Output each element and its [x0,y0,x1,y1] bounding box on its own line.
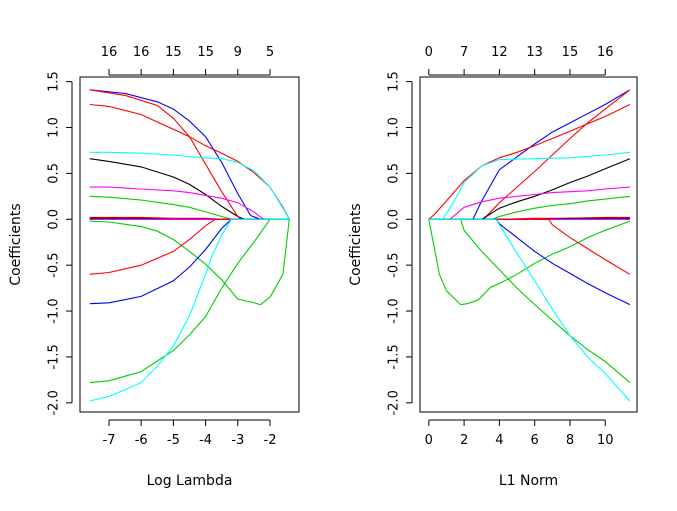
chart-0-y-tick-label: 1.0 [47,117,62,138]
chart-1-series-line-0 [428,89,631,220]
chart-1-x-tick-label: 10 [597,433,614,448]
chart-1-series-line-4 [428,158,631,220]
chart-1-y-tick-label: 1.0 [387,117,402,138]
chart-1-x-tick-label: 8 [566,433,574,448]
chart-1-y-tick-label: 0.0 [387,209,402,230]
chart-1-plot-frame [419,76,638,413]
chart-1-series-line-1 [428,89,631,220]
chart-1-series-line-6 [428,195,630,220]
chart-0-y-tick-label: -1.0 [47,298,62,323]
chart-0-top-tick-label: 9 [234,45,242,60]
chart-1-y-tick-label: -1.0 [387,298,402,323]
chart-1-top-tick-label: 16 [597,45,614,60]
chart-0-y-tick-label: 0.0 [47,209,62,230]
chart-1-top-tick-label: 13 [526,45,543,60]
chart-1-x-tick-label: 4 [495,433,503,448]
chart-1-series-line-14 [428,218,631,384]
chart-1-x-tick-label: 6 [531,433,539,448]
chart-0-series-line-2 [89,89,290,220]
right-chart-panel: 0 2 4 6 8 10 0 7 12 13 15 16 -2.0 -1.5 -1.0 -0.5 0.0 0.5 1… [348,45,638,489]
chart-1-top-tick-label: 12 [491,45,508,60]
chart-0-top-tick-label: 15 [197,45,214,60]
chart-0-series-line-4 [89,151,290,220]
chart-0-top-tick-label: 16 [101,45,118,60]
chart-0-series-line-14 [89,218,290,384]
chart-0-series-group [89,89,290,402]
chart-1-top-tick-label: 15 [562,45,579,60]
chart-1-y-axis-title: Coefficients [348,203,364,285]
chart-0-x-axis-title: Log Lambda [147,473,233,489]
chart-1-series-line-12 [428,218,631,275]
chart-0-top-tick-label: 5 [266,45,274,60]
chart-1-series-line-15 [428,218,631,402]
chart-1-y-tick-label: -1.5 [387,344,402,369]
left-chart-panel: -7 -6 -5 -4 -3 -2 16 16 15 15 9 5 -2.0 -1.5 -1.0 -0.5 0.… [8,45,300,489]
chart-1-series-line-2 [428,104,631,220]
chart-0-x-tick-label: -6 [135,433,148,448]
chart-0-y-tick-label: -1.5 [47,344,62,369]
chart-1-series-line-3 [428,151,630,220]
chart-0-series-line-5 [89,186,290,220]
chart-0-x-tick-label: -4 [199,433,212,448]
chart-0-x-tick-label: -2 [264,433,277,448]
chart-0-series-line-0 [89,89,290,220]
chart-0-x-tick-label: -3 [231,433,244,448]
chart-1-series-line-5 [428,186,630,220]
chart-1-y-tick-label: -2.0 [387,390,402,415]
chart-0-plot-frame [79,76,300,413]
chart-0-series-line-13 [89,218,290,305]
chart-0-y-tick-label: -0.5 [47,252,62,277]
chart-0-series-line-12 [89,218,290,275]
chart-1-y-tick-label: 0.5 [387,163,402,184]
chart-0-x-tick-label: -5 [167,433,180,448]
chart-0-x-tick-label: -7 [103,433,116,448]
chart-0-series-line-11 [89,219,290,306]
chart-1-top-tick-label: 0 [425,45,433,60]
chart-0-y-tick-label: 1.5 [47,71,62,92]
chart-1-y-tick-label: -0.5 [387,252,402,277]
chart-0-top-tick-label: 15 [165,45,182,60]
chart-0-y-axis-title: Coefficients [8,203,24,285]
chart-0-series-line-1 [89,158,290,220]
chart-1-x-tick-label: 2 [460,433,468,448]
chart-1-y-tick-label: 1.5 [387,71,402,92]
chart-1-top-tick-label: 7 [460,45,468,60]
chart-0-top-tick-label: 16 [133,45,150,60]
chart-1-x-axis-title: L1 Norm [499,473,558,489]
chart-0-y-tick-label: 0.5 [47,163,62,184]
chart-1-series-line-11 [428,219,631,306]
chart-1-series-group [428,89,631,402]
chart-0-y-tick-label: -2.0 [47,390,62,415]
chart-0-series-line-15 [89,218,290,402]
chart-1-x-tick-label: 0 [425,433,433,448]
